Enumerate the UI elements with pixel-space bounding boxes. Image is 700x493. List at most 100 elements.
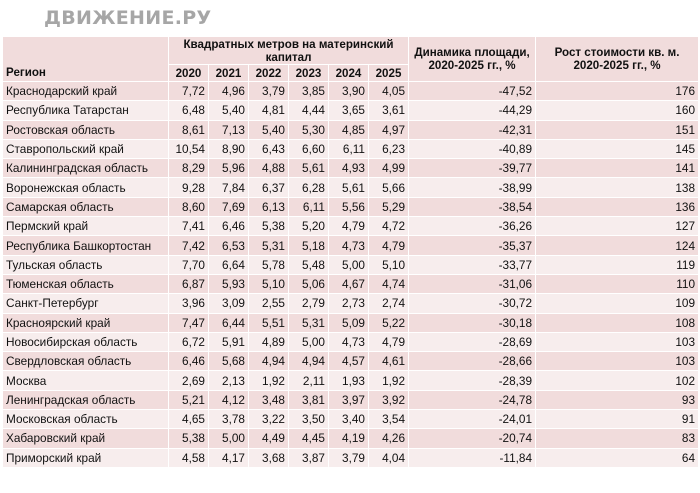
- sqm-value-cell: 3,22: [248, 409, 289, 430]
- table-body: Краснодарский край 7,72 4,96 3,79 3,85 3,90 4,…: [2, 80, 700, 468]
- dynamics-cell: -24,01: [408, 409, 537, 430]
- region-cell: Калининградская область: [2, 158, 169, 179]
- sqm-value-cell: 6,13: [248, 196, 289, 218]
- sqm-value-cell: 4,94: [248, 351, 289, 372]
- sqm-value-cell: 5,56: [328, 196, 369, 218]
- sqm-value-cell: 7,13: [208, 119, 249, 140]
- dynamics-cell: -11,84: [408, 447, 537, 468]
- sqm-value-cell: 6,48: [168, 100, 209, 121]
- table-row: Краснодарский край 7,72 4,96 3,79 3,85 3,90 4,…: [2, 80, 700, 102]
- year-header: 2021: [208, 64, 249, 82]
- table-row: Пермский край 7,41 6,46 5,38 5,20 4,79 4,72 -36…: [2, 216, 700, 237]
- price-growth-cell: 160: [535, 100, 700, 121]
- sqm-value-cell: 2,73: [328, 293, 369, 314]
- dynamics-column-header: Динамика площади, 2020-2025 гг., %: [408, 36, 537, 82]
- sqm-value-cell: 3,79: [328, 447, 369, 468]
- sqm-value-cell: 4,61: [367, 351, 410, 372]
- sqm-value-cell: 3,81: [288, 389, 329, 411]
- sqm-value-cell: 4,96: [208, 80, 249, 102]
- year-header: 2020: [168, 64, 209, 82]
- dynamics-cell: -38,99: [408, 177, 537, 198]
- table-row: Новосибирская область 6,72 5,91 4,89 5,00 4,7…: [2, 331, 700, 353]
- sqm-value-cell: 3,68: [248, 447, 289, 468]
- sqm-value-cell: 4,79: [367, 235, 410, 256]
- sqm-value-cell: 4,73: [328, 235, 369, 256]
- sqm-value-cell: 4,44: [288, 100, 329, 121]
- table-row: Красноярский край 7,47 6,44 5,51 5,31 5,09 5,2…: [2, 312, 700, 333]
- sqm-value-cell: 5,06: [288, 273, 329, 295]
- sqm-value-cell: 4,85: [328, 119, 369, 140]
- sqm-value-cell: 5,61: [328, 177, 369, 198]
- sqm-value-cell: 4,57: [328, 351, 369, 372]
- year-header: 2025: [367, 64, 410, 82]
- region-cell: Приморский край: [2, 447, 169, 468]
- sqm-value-cell: 5,93: [208, 273, 249, 295]
- sqm-value-cell: 6,60: [288, 138, 329, 160]
- sqm-value-cell: 4,12: [208, 389, 249, 411]
- sqm-value-cell: 4,67: [328, 273, 369, 295]
- region-cell: Ростовская область: [2, 119, 169, 140]
- region-cell: Хабаровский край: [2, 428, 169, 449]
- dynamics-cell: -44,29: [408, 100, 537, 121]
- dynamics-cell: -24,78: [408, 389, 537, 411]
- region-cell: Свердловская область: [2, 351, 169, 372]
- sqm-value-cell: 5,78: [248, 254, 289, 275]
- sqm-value-cell: 4,81: [248, 100, 289, 121]
- sqm-value-cell: 8,90: [208, 138, 249, 160]
- price-growth-cell: 102: [535, 370, 700, 391]
- sqm-value-cell: 9,28: [168, 177, 209, 198]
- sqm-value-cell: 6,37: [248, 177, 289, 198]
- sqm-value-cell: 5,20: [288, 216, 329, 237]
- sqm-value-cell: 3,09: [208, 293, 249, 314]
- sqm-value-cell: 6,64: [208, 254, 249, 275]
- sqm-value-cell: 6,46: [208, 216, 249, 237]
- sqm-value-cell: 2,74: [367, 293, 410, 314]
- sqm-value-cell: 5,38: [168, 428, 209, 449]
- sqm-value-cell: 3,92: [367, 389, 410, 411]
- sqm-value-cell: 4,99: [367, 158, 410, 179]
- region-cell: Московская область: [2, 409, 169, 430]
- sqm-value-cell: 10,54: [168, 138, 209, 160]
- region-cell: Республика Татарстан: [2, 100, 169, 121]
- sqm-value-cell: 6,46: [168, 351, 209, 372]
- sqm-value-cell: 1,93: [328, 370, 369, 391]
- sqm-value-cell: 4,74: [367, 273, 410, 295]
- sqm-value-cell: 3,40: [328, 409, 369, 430]
- dynamics-cell: -31,06: [408, 273, 537, 295]
- sqm-value-cell: 4,72: [367, 216, 410, 237]
- sqm-value-cell: 1,92: [367, 370, 410, 391]
- sqm-value-cell: 4,79: [367, 331, 410, 353]
- sqm-value-cell: 5,48: [288, 254, 329, 275]
- dynamics-cell: -35,37: [408, 235, 537, 256]
- sqm-value-cell: 5,00: [328, 254, 369, 275]
- sqm-value-cell: 5,68: [208, 351, 249, 372]
- dynamics-cell: -28,69: [408, 331, 537, 353]
- price-growth-cell: 138: [535, 177, 700, 198]
- sqm-value-cell: 3,96: [168, 293, 209, 314]
- sqm-group-header: Квадратных метров на материнский капитал: [167, 36, 410, 65]
- sqm-value-cell: 3,65: [328, 100, 369, 121]
- table-row: Самарская область 8,60 7,69 6,13 6,11 5,56 5,2…: [2, 196, 700, 218]
- price-growth-cell: 119: [535, 254, 700, 275]
- sqm-value-cell: 5,18: [288, 235, 329, 256]
- sqm-value-cell: 5,22: [367, 312, 410, 333]
- sqm-value-cell: 5,00: [288, 331, 329, 353]
- dynamics-cell: -28,39: [408, 370, 537, 391]
- sqm-value-cell: 5,29: [367, 196, 410, 218]
- dynamics-cell: -20,74: [408, 428, 537, 449]
- table-header: Регион Квадратных метров на материнский …: [2, 36, 700, 82]
- price-growth-cell: 91: [535, 409, 700, 430]
- regions-table: Регион Квадратных метров на материнский …: [2, 36, 700, 468]
- table-row: Воронежская область 9,28 7,84 6,37 6,28 5,61 5…: [2, 177, 700, 198]
- table-row: Ростовская область 8,61 7,13 5,40 5,30 4,85 4,…: [2, 119, 700, 140]
- sqm-value-cell: 5,09: [328, 312, 369, 333]
- table-row: Калининградская область 8,29 5,96 4,88 5,61 4…: [2, 158, 700, 179]
- year-header: 2024: [328, 64, 369, 82]
- table-row: Санкт-Петербург 3,96 3,09 2,55 2,79 2,73 2,74-…: [2, 293, 700, 314]
- sqm-value-cell: 4,04: [367, 447, 410, 468]
- sqm-value-cell: 7,70: [168, 254, 209, 275]
- sqm-value-cell: 3,61: [367, 100, 410, 121]
- year-header: 2022: [248, 64, 289, 82]
- table-row: Республика Татарстан 6,48 5,40 4,81 4,44 3,65…: [2, 100, 700, 121]
- table-row: Тульская область 7,70 6,64 5,78 5,48 5,00 5,10…: [2, 254, 700, 275]
